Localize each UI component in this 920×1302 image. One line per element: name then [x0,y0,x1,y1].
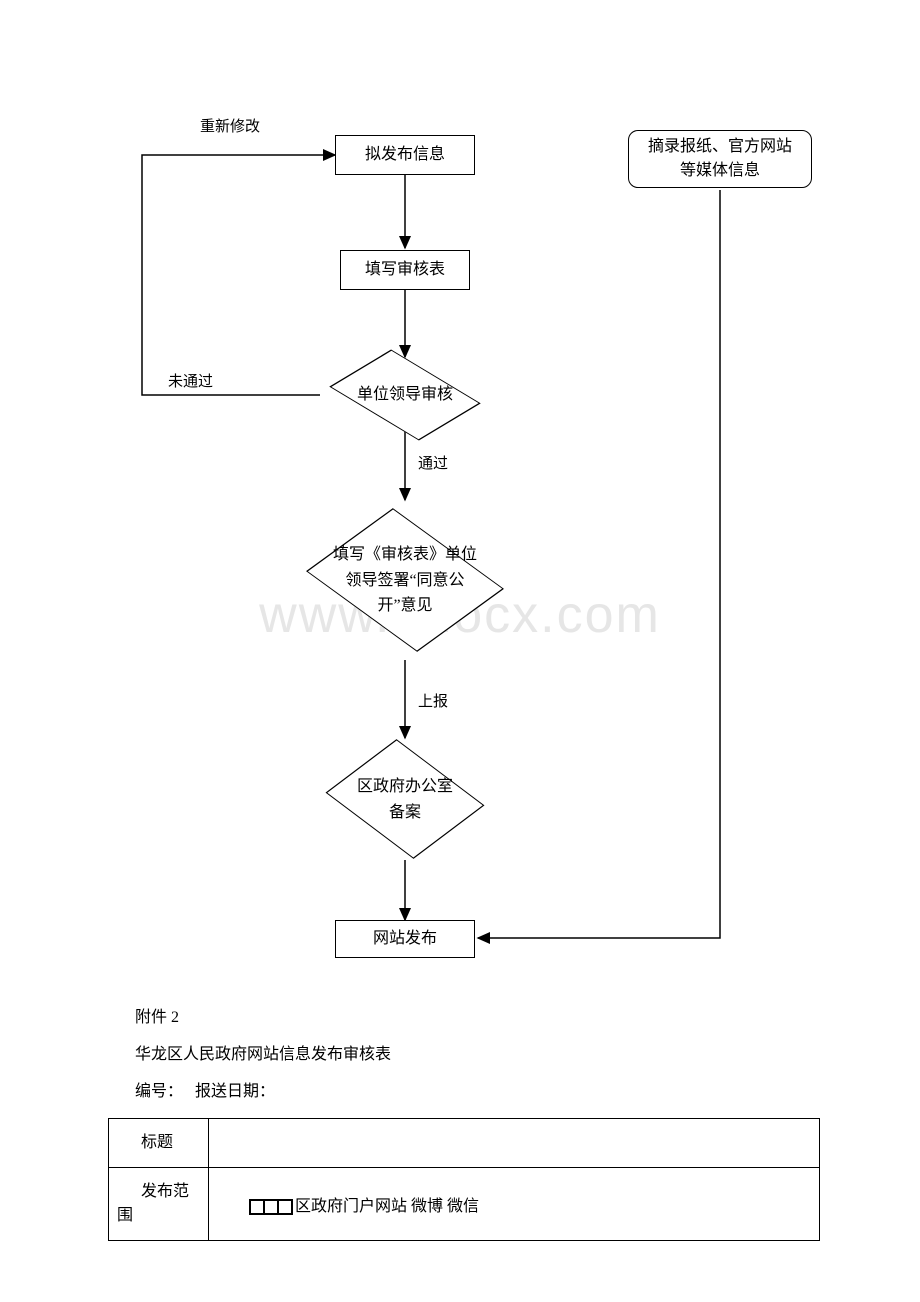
node-fill-form: 填写审核表 [340,250,470,290]
edge-label-report: 上报 [418,690,448,711]
checkbox-icon [277,1199,293,1215]
edge-label-pass: 通过 [418,452,448,473]
flowchart-container: 拟发布信息 摘录报纸、官方网站 等媒体信息 填写审核表 单位领导审核 填写《审核… [0,100,920,1000]
node-label: 摘录报纸、官方网站 等媒体信息 [648,135,792,183]
node-office-record: 区政府办公室 备案 [310,730,500,870]
node-label: 拟发布信息 [365,143,445,167]
cell-title-value [209,1119,820,1168]
appendix-number-label: 编号： [135,1083,183,1100]
appendix-line3: 编号： 报送日期： [135,1074,815,1109]
node-label: 网站发布 [373,927,437,951]
node-publish: 网站发布 [335,920,475,958]
node-excerpt-media: 摘录报纸、官方网站 等媒体信息 [628,130,812,188]
review-form-table: 标题 发布范围 区政府门户网站 微博 微信 [108,1118,820,1241]
appendix-text: 附件 2 华龙区人民政府网站信息发布审核表 编号： 报送日期： [135,1000,815,1112]
node-leader-review: 单位领导审核 [320,345,490,445]
cell-scope-text: 区政府门户网站 微博 微信 [295,1198,479,1215]
table-row: 发布范围 区政府门户网站 微博 微信 [109,1168,820,1241]
node-sign-agree: 填写《审核表》单位 领导签署“同意公 开”意见 [290,498,520,663]
cell-title-label: 标题 [109,1119,209,1168]
appendix-line2: 华龙区人民政府网站信息发布审核表 [135,1037,815,1072]
edge-label-revise: 重新修改 [200,115,260,136]
edge-label-not-pass: 未通过 [168,370,213,391]
cell-scope-value: 区政府门户网站 微博 微信 [209,1168,820,1241]
node-label: 填写审核表 [365,258,445,282]
appendix-date-label: 报送日期： [195,1083,275,1100]
table-row: 标题 [109,1119,820,1168]
appendix-line1: 附件 2 [135,1000,815,1035]
node-draft-info: 拟发布信息 [335,135,475,175]
cell-scope-label: 发布范围 [109,1168,209,1241]
